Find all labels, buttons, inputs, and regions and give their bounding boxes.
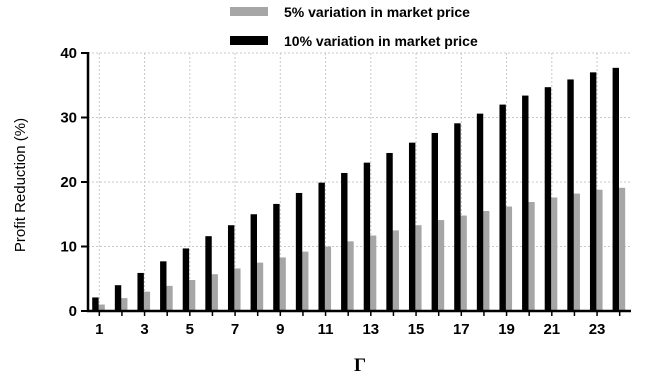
x-tick-label: 1 — [95, 321, 103, 338]
bar-series-1 — [618, 187, 626, 311]
bar-series-1 — [596, 189, 603, 311]
gridlines — [88, 52, 631, 311]
bar-series-2 — [205, 236, 212, 311]
bars — [92, 67, 626, 312]
y-tick-label: 10 — [60, 239, 77, 256]
bar-series-2 — [250, 214, 257, 311]
x-axis-title: Γ — [354, 355, 366, 376]
bar-series-1 — [234, 268, 241, 311]
x-tick-label: 11 — [318, 321, 334, 338]
x-tick-label: 21 — [543, 321, 560, 338]
bar-series-2 — [227, 225, 235, 311]
bar-series-1 — [211, 274, 218, 311]
bar-series-2 — [363, 162, 371, 311]
bar-series-2 — [160, 261, 167, 311]
bar-series-1 — [415, 225, 422, 311]
bar-series-1 — [528, 201, 535, 311]
bar-series-1 — [437, 220, 445, 311]
bar-series-1 — [256, 262, 264, 311]
bar-series-2 — [612, 67, 619, 312]
x-tick-label: 19 — [498, 321, 515, 338]
x-tick-label: 15 — [408, 321, 425, 338]
bar-series-1 — [460, 215, 467, 311]
legend-label-5pct: 5% variation in market price — [284, 4, 470, 20]
y-tick-label: 0 — [69, 303, 77, 320]
legend-label-10pct: 10% variation in market price — [284, 33, 478, 49]
bar-series-2 — [92, 297, 99, 311]
x-tick-label: 23 — [589, 321, 606, 338]
bar-series-1 — [279, 257, 286, 311]
bar-series-1 — [573, 193, 580, 311]
x-tick-label: 3 — [140, 321, 148, 338]
bar-series-2 — [476, 113, 484, 311]
bar-series-1 — [302, 251, 309, 311]
legend-swatch-10pct — [230, 36, 268, 45]
bar-series-1 — [550, 197, 558, 311]
bar-series-1 — [369, 235, 377, 311]
bar-series-1 — [166, 285, 173, 311]
bar-series-1 — [143, 291, 151, 311]
bar-series-2 — [386, 152, 393, 311]
x-tick-label: 17 — [453, 321, 470, 338]
legend-swatch-5pct — [230, 7, 268, 16]
y-tick-label: 40 — [60, 45, 77, 62]
y-axis-title: Profit Reduction (%) — [12, 118, 29, 252]
x-tick-label: 13 — [362, 321, 379, 338]
bar-series-2 — [589, 72, 597, 311]
bar-series-2 — [341, 172, 348, 311]
bar-series-2 — [114, 285, 122, 311]
bar-series-2 — [567, 79, 574, 311]
bar-series-1 — [392, 230, 399, 311]
bar-series-2 — [182, 248, 190, 311]
bar-series-1 — [505, 206, 513, 311]
legend: 5% variation in market price 10% variati… — [230, 4, 478, 49]
bar-series-1 — [188, 280, 196, 311]
bar-series-1 — [324, 246, 332, 311]
bar-series-1 — [483, 211, 490, 311]
bar-series-2 — [499, 104, 506, 311]
bar-series-2 — [273, 203, 280, 311]
x-tick-label: 5 — [186, 321, 194, 338]
x-tick-label: 9 — [276, 321, 284, 338]
bar-series-2 — [454, 123, 461, 312]
bar-series-2 — [544, 87, 552, 311]
bar-series-2 — [408, 142, 416, 311]
x-tick-label: 7 — [231, 321, 239, 338]
bar-series-1 — [347, 241, 354, 311]
bar-series-2 — [137, 272, 144, 311]
bar-series-2 — [431, 132, 438, 311]
bar-series-2 — [295, 192, 303, 311]
y-tick-label: 20 — [60, 174, 77, 191]
bar-series-1 — [98, 304, 105, 311]
bar-series-2 — [522, 95, 529, 311]
y-tick-label: 30 — [60, 110, 77, 127]
bar-series-1 — [121, 298, 128, 311]
bar-series-2 — [318, 182, 325, 311]
